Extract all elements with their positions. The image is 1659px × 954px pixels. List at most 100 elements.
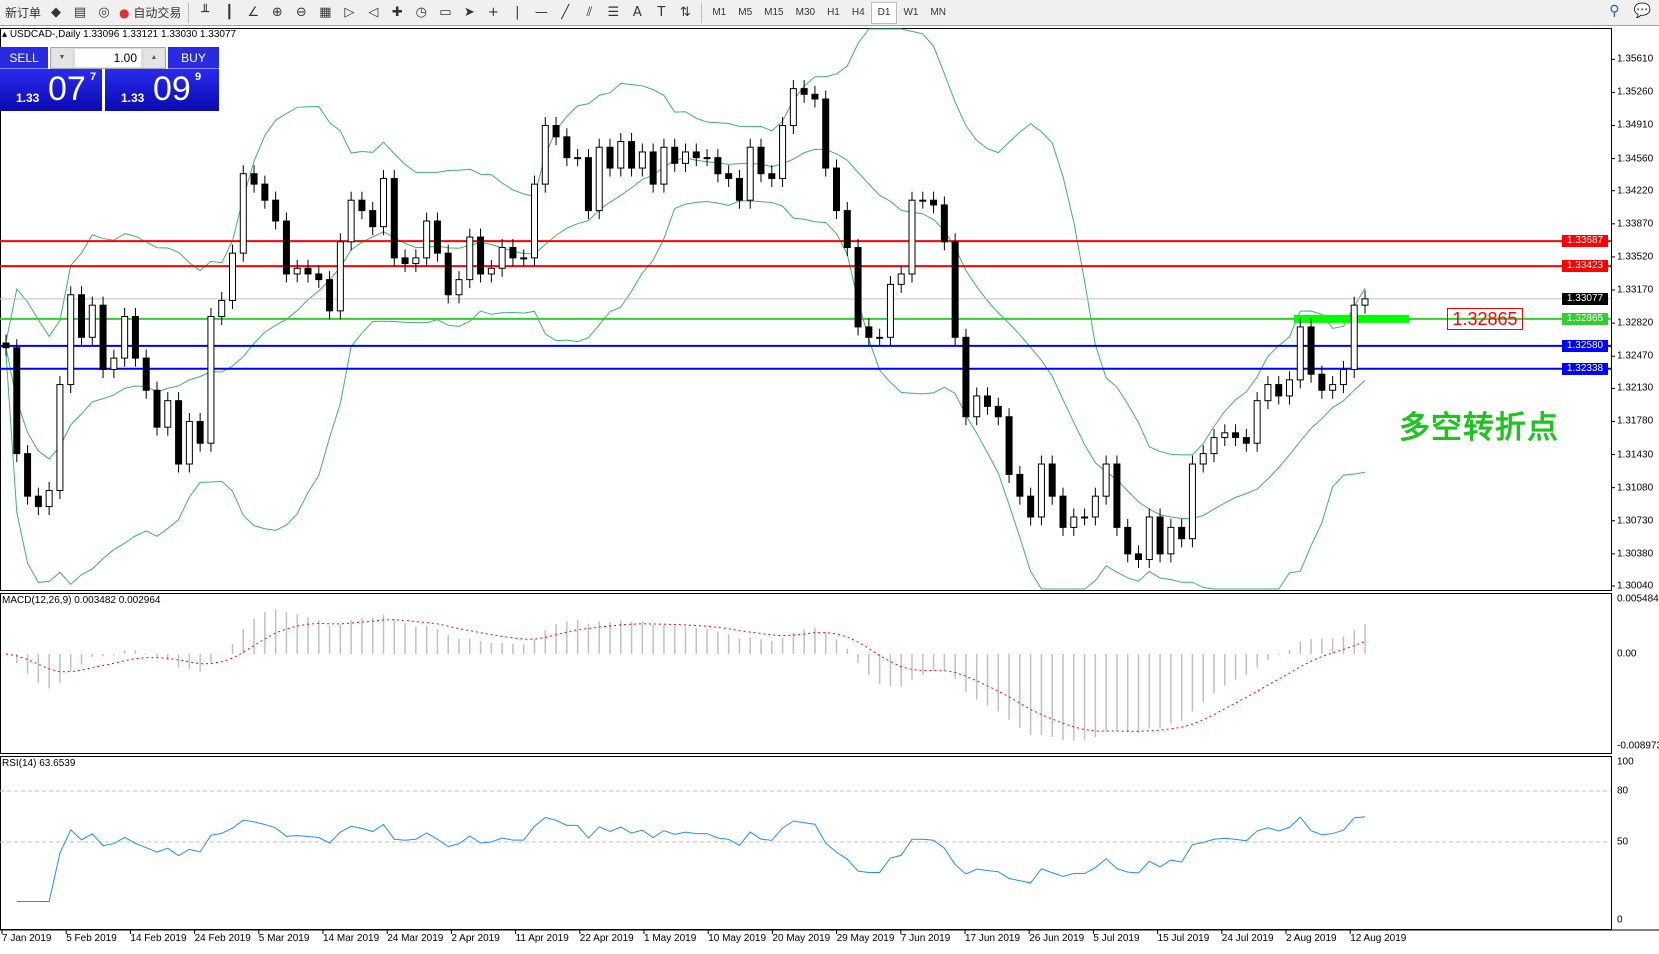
- text-icon[interactable]: A: [632, 5, 642, 20]
- candle-bull: [1167, 526, 1175, 555]
- turning-point-annotation[interactable]: 多空转折点: [1399, 410, 1559, 446]
- candle-bear: [822, 98, 830, 169]
- timeframe-h4[interactable]: H4: [851, 7, 865, 18]
- candle-bull: [682, 151, 689, 164]
- sell-price[interactable]: 1.33 07 7: [0, 69, 102, 111]
- candle-bull: [185, 420, 193, 465]
- line-chart-icon[interactable]: ∠: [247, 5, 260, 20]
- templates-icon[interactable]: ▭: [439, 5, 452, 20]
- text-label-icon[interactable]: T: [657, 5, 666, 20]
- bar-chart-icon[interactable]: ╨: [201, 5, 210, 20]
- candle-bear: [1156, 516, 1164, 555]
- candle-bear: [142, 357, 150, 391]
- timeframe-d1[interactable]: D1: [870, 1, 898, 24]
- indicators-icon[interactable]: ✚: [391, 5, 403, 20]
- candle-bear: [833, 167, 840, 212]
- market-watch-icon[interactable]: ◆: [51, 5, 62, 20]
- tile-windows-icon[interactable]: ▦: [319, 5, 332, 20]
- candle-bear: [692, 151, 700, 159]
- level-price-label[interactable]: 1.32865: [1447, 308, 1523, 330]
- sell-button[interactable]: SELL: [0, 47, 48, 69]
- candle-bear: [951, 241, 959, 338]
- rsi-axis-label: 0: [1617, 914, 1623, 926]
- new-order-button[interactable]: 新订单: [5, 6, 42, 20]
- timeframe-h1[interactable]: H1: [827, 7, 840, 18]
- candle-bear: [1027, 495, 1035, 518]
- candle-bear: [175, 400, 183, 465]
- candle-bear: [433, 220, 441, 254]
- candle-bull: [1361, 298, 1369, 306]
- date-label: 14 Feb 2019: [130, 933, 187, 944]
- candle-bull: [595, 146, 603, 212]
- candle-bull: [1350, 304, 1358, 370]
- candle-bull: [1286, 379, 1293, 397]
- candle-bear: [865, 326, 873, 338]
- candle-bull: [1081, 516, 1089, 519]
- date-label: 15 Jul 2019: [1157, 933, 1210, 944]
- zoom-in-icon[interactable]: ⊕: [271, 5, 283, 20]
- arrows-icon[interactable]: ⇅: [679, 5, 691, 20]
- date-label: 7 Jan 2019: [2, 933, 52, 944]
- periods-icon[interactable]: ◷: [415, 5, 428, 20]
- data-window-icon[interactable]: ▤: [73, 5, 87, 20]
- candle-bear: [940, 204, 948, 243]
- candle-bear: [757, 146, 765, 175]
- candle-bull: [703, 157, 711, 160]
- candle-bear: [131, 316, 139, 359]
- vertical-line-icon[interactable]: |: [515, 5, 520, 20]
- candle-bull: [1329, 384, 1337, 391]
- buy-button[interactable]: BUY: [168, 47, 219, 69]
- candle-bear: [390, 177, 398, 259]
- candle-bull: [121, 316, 129, 359]
- candle-bull: [1296, 326, 1304, 381]
- candle-bear: [628, 141, 636, 169]
- candle-bear: [1059, 495, 1067, 528]
- timeframe-m1[interactable]: M1: [712, 7, 727, 18]
- candle-bear: [768, 173, 776, 179]
- buy-price[interactable]: 1.33 09 9: [105, 69, 219, 111]
- timeframe-w1[interactable]: W1: [903, 7, 919, 18]
- timeframe-m30[interactable]: M30: [795, 7, 816, 18]
- candle-bull: [876, 336, 884, 339]
- rsi-panel: [0, 756, 1612, 930]
- candle-bull: [638, 151, 646, 169]
- rsi-title: RSI(14) 63.6539: [2, 758, 76, 769]
- candle-bull: [487, 267, 495, 275]
- candle-bear: [725, 173, 733, 179]
- candle-bull: [1188, 463, 1196, 540]
- price-axis-label: 1.32470: [1617, 350, 1654, 362]
- date-label: 29 May 2019: [836, 933, 895, 944]
- timeframe-m15[interactable]: M15: [764, 7, 784, 18]
- horizontal-line-icon[interactable]: —: [534, 5, 548, 20]
- lot-stepper[interactable]: ▼ 1.00 ▲: [50, 47, 166, 69]
- candle-bear: [735, 177, 743, 201]
- equidistant-channel-icon[interactable]: ⫽: [586, 5, 593, 20]
- candle-bull: [919, 199, 927, 202]
- candle-bear: [250, 173, 258, 185]
- search-icon[interactable]: ⚲: [1609, 3, 1620, 19]
- signals-icon[interactable]: ◎: [98, 5, 110, 20]
- candle-bear: [1307, 326, 1315, 375]
- cursor-icon[interactable]: ➤: [463, 5, 475, 20]
- autoscroll-icon[interactable]: ▷: [344, 5, 355, 20]
- auto-trading-button[interactable]: ● 自动交易: [116, 2, 184, 24]
- trendline-icon[interactable]: ╱: [561, 5, 570, 20]
- crosshair-icon[interactable]: +: [487, 5, 499, 20]
- price-axis-label: 1.30380: [1617, 548, 1654, 560]
- candlestick-icon[interactable]: ┃: [225, 5, 234, 20]
- chart-shift-icon[interactable]: ◁: [368, 5, 379, 20]
- zoom-out-icon[interactable]: ⊖: [295, 5, 307, 20]
- date-label: 20 May 2019: [772, 933, 831, 944]
- timeframe-m5[interactable]: M5: [738, 7, 753, 18]
- price-axis-label: 1.35610: [1617, 53, 1654, 65]
- chat-icon[interactable]: 💬: [1633, 3, 1651, 19]
- candle-bull: [574, 157, 582, 160]
- timeframe-mn[interactable]: MN: [930, 7, 947, 18]
- lot-increase-button[interactable]: ▲: [144, 49, 164, 67]
- fibonacci-icon[interactable]: ☰: [607, 5, 620, 20]
- date-label: 24 Jul 2019: [1221, 933, 1274, 944]
- lot-decrease-button[interactable]: ▼: [52, 49, 72, 67]
- lot-input[interactable]: 1.00: [75, 49, 141, 67]
- auto-trading-icon: ●: [119, 5, 130, 20]
